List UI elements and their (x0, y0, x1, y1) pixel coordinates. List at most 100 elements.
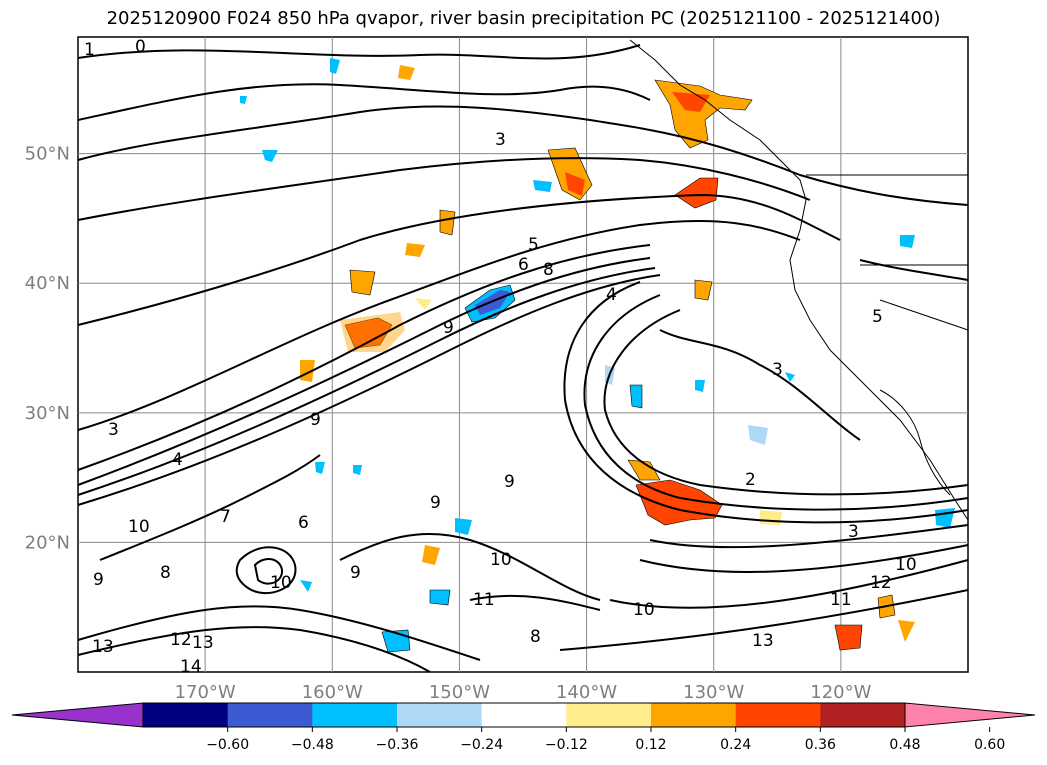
contour-label: 13 (752, 631, 774, 651)
precip-patch (353, 465, 362, 475)
precip-patch (429, 589, 451, 606)
contour-label: 9 (350, 563, 361, 583)
colorbar-tick-label: 0.24 (720, 737, 751, 753)
contour-label: 9 (310, 410, 321, 430)
precip-patch (349, 269, 376, 296)
map-title: 2025120900 F024 850 hPa qvapor, river ba… (106, 8, 941, 29)
contour-label: 14 (180, 657, 202, 677)
longitude-label: 140°W (556, 682, 617, 703)
colorbar-tick-label: 0.48 (889, 737, 920, 753)
longitude-label: 160°W (302, 682, 363, 703)
colorbar-frame (142, 702, 906, 728)
contour-label: 10 (270, 573, 292, 593)
contour-label: 12 (170, 630, 192, 650)
contour-label: 4 (172, 450, 183, 470)
contour-label: 9 (93, 570, 104, 590)
contour-label: 2 (745, 470, 756, 490)
precip-patch (565, 172, 585, 196)
precip-patch (898, 620, 915, 642)
latitude-label: 30°N (25, 403, 70, 424)
contour-label: 11 (473, 590, 495, 610)
precip-patch (785, 372, 795, 382)
colorbar-segment (820, 703, 906, 727)
colorbar-tick-label: −0.12 (545, 737, 588, 753)
contour-label: 5 (872, 307, 883, 327)
contour-label: 9 (430, 493, 441, 513)
latitude-label: 50°N (25, 144, 70, 165)
contour-label: 9 (504, 472, 515, 492)
contour-labels: 0 1 3 5 6 8 4 9 9 4 3 2 3 5 3 10 10 10 1… (84, 37, 917, 677)
precip-patch (340, 312, 405, 352)
contour-label: 10 (633, 600, 655, 620)
colorbar-segment (566, 703, 652, 727)
colorbar-segment (143, 703, 229, 727)
latitude-label: 20°N (25, 532, 70, 553)
contour-label: 10 (128, 517, 150, 537)
contour-label: 0 (135, 37, 146, 57)
contour-label: 8 (543, 260, 554, 280)
colorbar-segment (312, 703, 398, 727)
precip-patch (398, 65, 415, 80)
contour-label: 4 (606, 285, 617, 305)
contour-label: 8 (160, 563, 171, 583)
precip-patch (533, 180, 552, 192)
contour-label: 10 (490, 550, 512, 570)
precip-patch (748, 425, 768, 445)
contour-label: 12 (870, 573, 892, 593)
precip-patch (344, 317, 393, 349)
colorbar-segment (397, 703, 483, 727)
colorbar-extend-low (11, 702, 144, 728)
precip-patch (240, 96, 247, 104)
longitude-label: 170°W (175, 682, 236, 703)
colorbar-segment (651, 703, 737, 727)
colorbar-tick-label: −0.36 (376, 737, 419, 753)
precip-patch (694, 279, 713, 301)
precip-patch (300, 360, 315, 382)
precip-patch (834, 624, 863, 651)
precip-patch (330, 58, 340, 74)
longitude-label: 130°W (683, 682, 744, 703)
precip-patch (405, 243, 425, 257)
contour-label: 9 (443, 318, 454, 338)
precip-patch (475, 290, 510, 315)
precip-patch (262, 150, 278, 162)
colorbar-tick-label: −0.60 (206, 737, 249, 753)
precip-patch (629, 384, 643, 409)
longitude-labels: 170°W 160°W 150°W 140°W 130°W 120°W (175, 682, 872, 703)
contour-label: 3 (772, 360, 783, 380)
precip-patch (760, 510, 782, 525)
longitude-label: 120°W (810, 682, 871, 703)
contour-label: 7 (220, 507, 231, 527)
contour-label: 6 (298, 513, 309, 533)
colorbar-segment (481, 703, 567, 727)
contour-label: 10 (895, 555, 917, 575)
contour-label: 3 (108, 420, 119, 440)
precip-patch (422, 545, 440, 565)
colorbar-segment (227, 703, 313, 727)
precip-patch (674, 177, 719, 209)
longitude-label: 150°W (429, 682, 490, 703)
colorbar-tick-label: 0.36 (805, 737, 836, 753)
contour-label: 6 (518, 255, 529, 275)
latitude-labels: 50°N 40°N 30°N 20°N (25, 144, 70, 554)
contour-label: 13 (192, 633, 214, 653)
colorbar-extend-high (904, 702, 1036, 728)
precip-patch (455, 518, 472, 535)
colorbar: −0.60 −0.48 −0.36 −0.24 −0.12 0.12 0.24 0.36 0.4… (11, 702, 1036, 753)
precip-patch (415, 298, 432, 310)
contour-label: 8 (530, 627, 541, 647)
latitude-label: 40°N (25, 273, 70, 294)
qvapor-contours (77, 44, 969, 673)
colorbar-tick-label: −0.24 (460, 737, 503, 753)
contour-label: 13 (92, 637, 114, 657)
map-frame (77, 36, 969, 673)
colorbar-segment (735, 703, 821, 727)
precip-patch (439, 209, 456, 236)
contour-label: 3 (495, 130, 506, 150)
coastlines (629, 39, 969, 521)
colorbar-tick-label: 0.12 (635, 737, 666, 753)
colorbar-tick-label: −0.48 (291, 737, 334, 753)
precip-patch (900, 235, 915, 248)
precip-patch (695, 380, 705, 392)
